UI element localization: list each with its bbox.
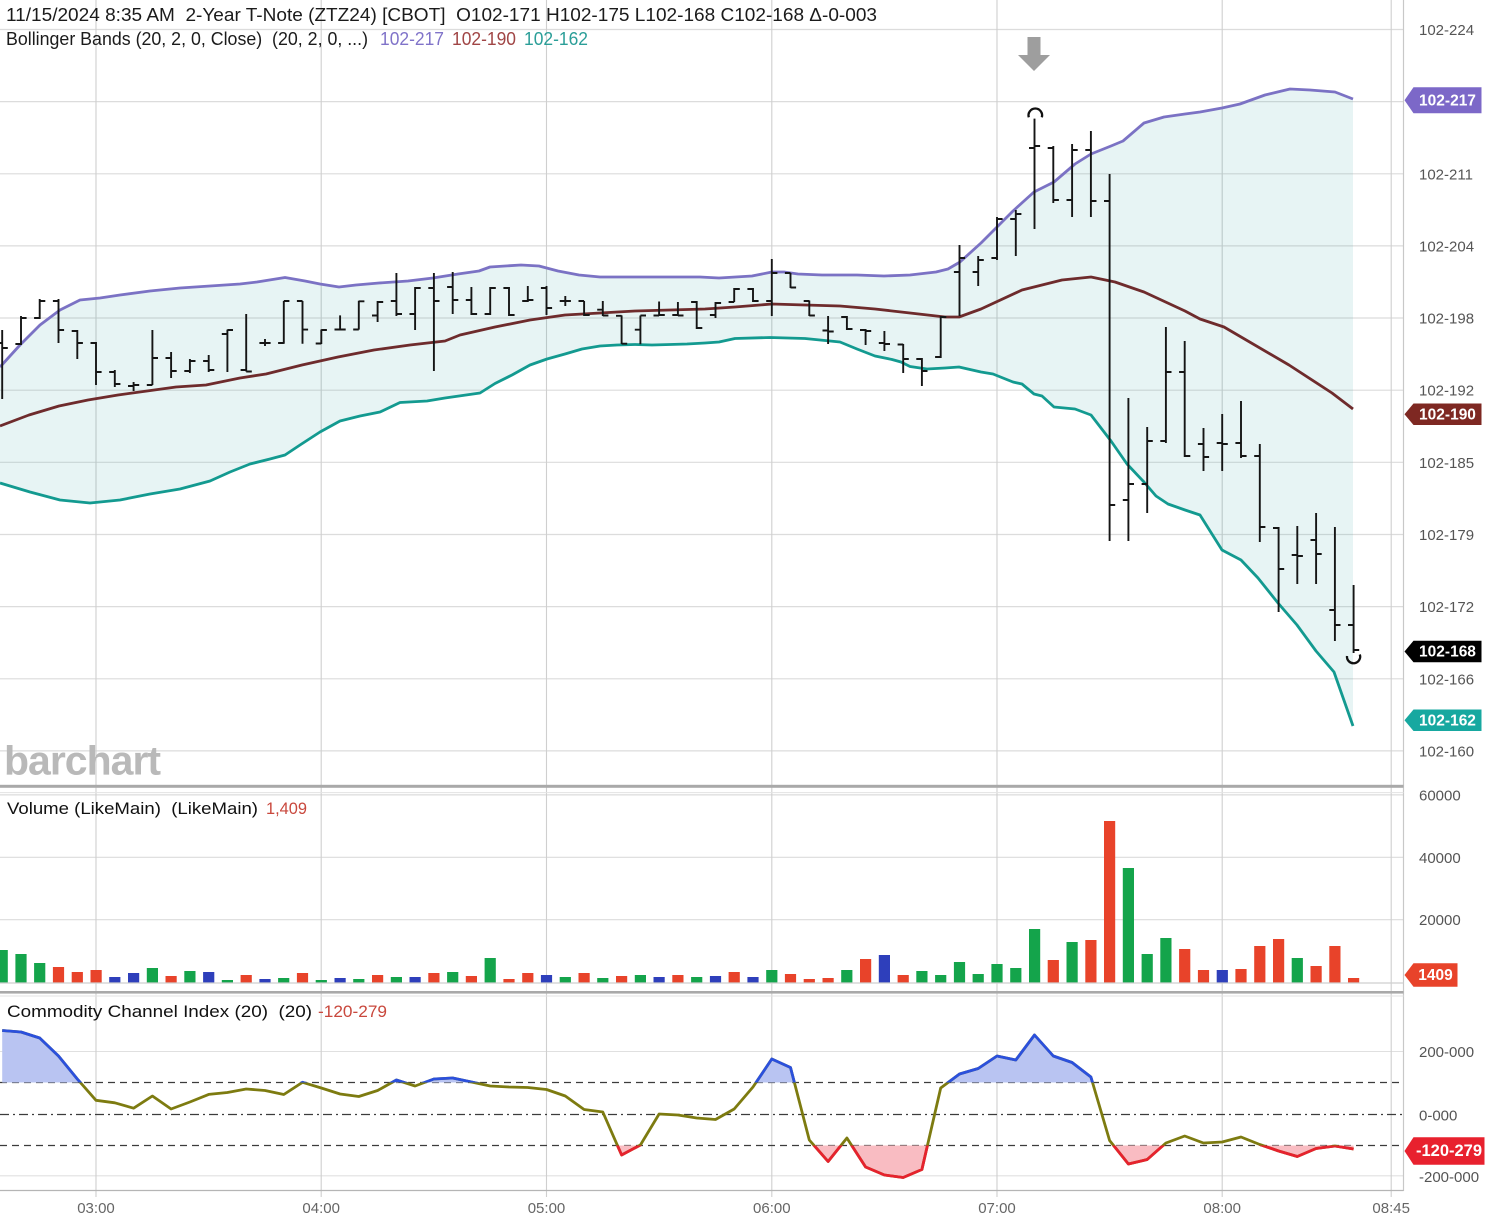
svg-text:-120-279: -120-279 bbox=[318, 1002, 387, 1021]
svg-text:04:00: 04:00 bbox=[302, 1200, 340, 1217]
svg-text:102-166: 102-166 bbox=[1419, 671, 1474, 688]
svg-text:102-204: 102-204 bbox=[1419, 238, 1474, 255]
svg-text:102-162: 102-162 bbox=[1419, 713, 1476, 730]
svg-text:0-000: 0-000 bbox=[1419, 1108, 1457, 1125]
svg-text:05:00: 05:00 bbox=[528, 1200, 566, 1217]
svg-text:08:00: 08:00 bbox=[1203, 1200, 1241, 1217]
svg-text:07:00: 07:00 bbox=[978, 1200, 1016, 1217]
svg-text:03:00: 03:00 bbox=[77, 1200, 115, 1217]
svg-text:Bollinger Bands (20, 2, 0, Clo: Bollinger Bands (20, 2, 0, Close) (20, 2… bbox=[6, 28, 368, 49]
svg-text:Commodity Channel Index (20): Commodity Channel Index (20) (20) bbox=[7, 1002, 312, 1021]
svg-text:102-190: 102-190 bbox=[1419, 406, 1476, 423]
svg-text:102-224: 102-224 bbox=[1419, 22, 1474, 39]
svg-text:200-000: 200-000 bbox=[1419, 1044, 1474, 1061]
svg-text:60000: 60000 bbox=[1419, 787, 1461, 804]
svg-text:102-160: 102-160 bbox=[1419, 743, 1474, 760]
svg-text:102-192: 102-192 bbox=[1419, 383, 1474, 400]
svg-text:102-179: 102-179 bbox=[1419, 527, 1474, 544]
svg-text:40000: 40000 bbox=[1419, 850, 1461, 867]
svg-text:102-162: 102-162 bbox=[524, 28, 588, 49]
svg-text:102-217: 102-217 bbox=[1419, 93, 1476, 110]
svg-text:11/15/2024 8:35 AM 2-Year T-N: 11/15/2024 8:35 AM 2-Year T-Note (ZTZ24)… bbox=[6, 4, 877, 25]
svg-text:barchart: barchart bbox=[4, 738, 161, 784]
svg-text:102-211: 102-211 bbox=[1419, 166, 1473, 183]
svg-text:-200-000: -200-000 bbox=[1419, 1169, 1479, 1186]
svg-text:1,409: 1,409 bbox=[266, 799, 307, 818]
svg-text:-120-279: -120-279 bbox=[1416, 1142, 1482, 1160]
svg-text:102-172: 102-172 bbox=[1419, 599, 1474, 616]
svg-text:102-185: 102-185 bbox=[1419, 455, 1474, 472]
svg-text:1409: 1409 bbox=[1418, 967, 1453, 984]
svg-text:102-217: 102-217 bbox=[380, 28, 444, 49]
svg-text:102-198: 102-198 bbox=[1419, 311, 1474, 328]
svg-text:20000: 20000 bbox=[1419, 912, 1461, 929]
svg-text:06:00: 06:00 bbox=[753, 1200, 791, 1217]
svg-text:102-168: 102-168 bbox=[1419, 644, 1476, 661]
svg-text:Volume (LikeMain) (LikeMain): Volume (LikeMain) (LikeMain) bbox=[7, 799, 258, 818]
svg-text:08:45: 08:45 bbox=[1372, 1200, 1410, 1217]
svg-text:102-190: 102-190 bbox=[452, 28, 516, 49]
